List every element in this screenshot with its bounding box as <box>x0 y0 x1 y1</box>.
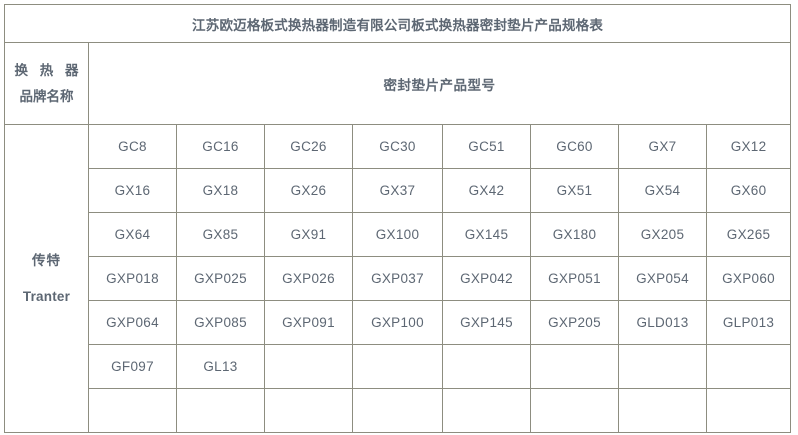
model-cell <box>705 388 792 433</box>
model-cell: GX100 <box>352 212 443 257</box>
table-row <box>5 388 792 433</box>
model-cell: GX64 <box>88 212 177 257</box>
model-cell: GXP037 <box>352 256 443 301</box>
model-cell: GXP026 <box>264 256 353 301</box>
header-row: 换 热 器 品牌名称 密封垫片产品型号 <box>4 42 792 125</box>
model-cell <box>176 388 265 433</box>
model-cell <box>442 344 531 389</box>
models-column-header: 密封垫片产品型号 <box>87 42 792 125</box>
gasket-spec-table: 江苏欧迈格板式换热器制造有限公司板式换热器密封垫片产品规格表 换 热 器 品牌名… <box>3 4 792 433</box>
model-cell: GXP054 <box>618 256 707 301</box>
table-row: GXP064 GXP085 GXP091 GXP100 GXP145 GXP20… <box>5 300 792 345</box>
model-cell <box>618 344 707 389</box>
model-cell: GX85 <box>176 212 265 257</box>
model-cell <box>530 344 619 389</box>
model-cell: GC51 <box>442 124 531 169</box>
model-cell: GX16 <box>88 168 177 213</box>
model-cell: GXP091 <box>264 300 353 345</box>
table-row: GXP018 GXP025 GXP026 GXP037 GXP042 GXP05… <box>5 256 792 301</box>
model-cell: GXP205 <box>530 300 619 345</box>
table-body: 江苏欧迈格板式换热器制造有限公司板式换热器密封垫片产品规格表 换 热 器 品牌名… <box>3 4 792 433</box>
title-row: 江苏欧迈格板式换热器制造有限公司板式换热器密封垫片产品规格表 <box>3 4 792 43</box>
model-cell: GC30 <box>352 124 443 169</box>
model-cell <box>530 388 619 433</box>
model-cell: GX18 <box>176 168 265 213</box>
model-cell: GC8 <box>88 124 177 169</box>
model-cell: GXP100 <box>352 300 443 345</box>
brand-column-header-line1: 换 热 器 <box>14 62 83 78</box>
model-cell: GX60 <box>705 168 792 213</box>
model-cell: GXP060 <box>705 256 792 301</box>
model-cell <box>352 388 443 433</box>
model-cell: GF097 <box>88 344 177 389</box>
model-cell: GX180 <box>530 212 619 257</box>
model-cell: GX26 <box>264 168 353 213</box>
model-cell: GXP025 <box>176 256 265 301</box>
model-cell: GC16 <box>176 124 265 169</box>
table-row: GF097 GL13 <box>5 344 792 389</box>
model-cell <box>618 388 707 433</box>
model-cell: GLD013 <box>618 300 707 345</box>
model-cell: GXP051 <box>530 256 619 301</box>
model-cell: GXP064 <box>88 300 177 345</box>
model-cell <box>88 388 177 433</box>
model-cell: GX7 <box>618 124 707 169</box>
model-cell: GL13 <box>176 344 265 389</box>
model-cell: GX145 <box>442 212 531 257</box>
model-cell: GXP145 <box>442 300 531 345</box>
model-cell: GX37 <box>352 168 443 213</box>
brand-column-header: 换 热 器 品牌名称 <box>4 42 89 125</box>
model-cell <box>442 388 531 433</box>
brand-name-en: Tranter <box>22 288 71 304</box>
brand-name-cn: 传特 <box>32 253 61 269</box>
page-title: 江苏欧迈格板式换热器制造有限公司板式换热器密封垫片产品规格表 <box>3 4 792 43</box>
table-row: 传特 Tranter GC8 GC16 GC26 GC30 GC51 GC60 … <box>4 124 792 433</box>
brand-column-header-line2: 品牌名称 <box>19 88 74 104</box>
model-cell: GX205 <box>618 212 707 257</box>
model-cell: GX42 <box>442 168 531 213</box>
table-row: GX16 GX18 GX26 GX37 GX42 GX51 GX54 GX60 <box>5 168 792 213</box>
table-row: GX64 GX85 GX91 GX100 GX145 GX180 GX205 G… <box>5 212 792 257</box>
model-cell: GX51 <box>530 168 619 213</box>
brand-cell-tranter: 传特 Tranter <box>4 124 89 433</box>
model-cell: GLP013 <box>705 300 792 345</box>
model-cell: GX12 <box>705 124 792 169</box>
model-cell <box>264 388 353 433</box>
model-cell: GXP085 <box>176 300 265 345</box>
model-cell: GC60 <box>530 124 619 169</box>
model-cell: GX54 <box>618 168 707 213</box>
model-cell: GX265 <box>705 212 792 257</box>
model-cell: GXP018 <box>88 256 177 301</box>
model-cell: GC26 <box>264 124 353 169</box>
model-cell <box>264 344 353 389</box>
model-cell: GX91 <box>264 212 353 257</box>
model-cell: GXP042 <box>442 256 531 301</box>
model-cell <box>705 344 792 389</box>
model-cell <box>352 344 443 389</box>
